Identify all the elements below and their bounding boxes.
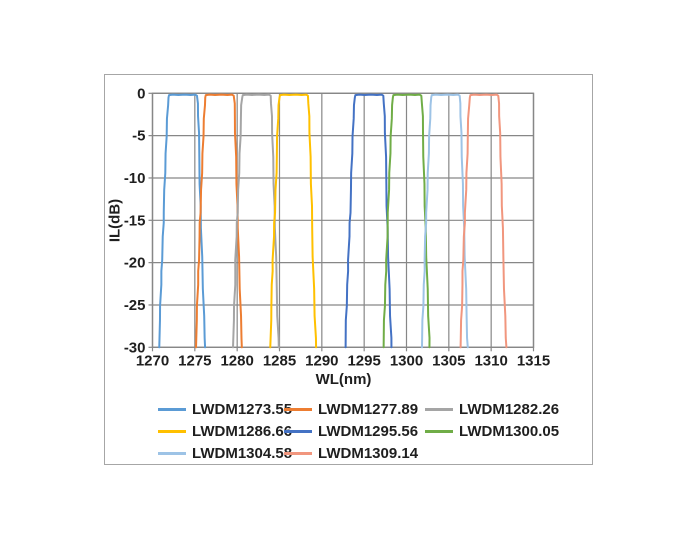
legend-item-LWDM1300.05: LWDM1300.05 bbox=[425, 422, 560, 440]
legend-line-swatch bbox=[158, 407, 186, 411]
x-tick-label: 1295 bbox=[347, 352, 380, 369]
legend-label: LWDM1282.26 bbox=[459, 400, 560, 418]
legend-line-swatch bbox=[425, 429, 453, 433]
x-tick-label: 1310 bbox=[474, 352, 507, 369]
legend-line-swatch bbox=[284, 451, 312, 455]
x-tick-label: 1275 bbox=[178, 352, 211, 369]
y-tick-label: -10 bbox=[124, 170, 146, 187]
legend-line-swatch bbox=[284, 407, 312, 411]
legend-item-LWDM1277.89: LWDM1277.89 bbox=[284, 400, 419, 418]
series-curve-LWDM1300.05 bbox=[382, 93, 431, 349]
legend-label: LWDM1304.58 bbox=[192, 444, 293, 462]
legend-line-swatch bbox=[158, 451, 186, 455]
y-axis-title: IL(dB) bbox=[106, 198, 124, 243]
series-curve-LWDM1286.66 bbox=[269, 93, 318, 349]
y-tick-label: -15 bbox=[124, 212, 146, 229]
y-tick-label: -5 bbox=[132, 128, 145, 145]
legend-item-LWDM1295.56: LWDM1295.56 bbox=[284, 422, 419, 440]
legend-label: LWDM1273.55 bbox=[192, 400, 293, 418]
legend-item-LWDM1304.58: LWDM1304.58 bbox=[158, 444, 293, 462]
legend-line-swatch bbox=[425, 407, 453, 411]
series-curve-LWDM1304.58 bbox=[420, 93, 469, 349]
legend-item-LWDM1273.55: LWDM1273.55 bbox=[158, 400, 293, 418]
x-tick-label: 1280 bbox=[220, 352, 253, 369]
legend-label: LWDM1309.14 bbox=[318, 444, 419, 462]
x-tick-label: 1315 bbox=[517, 352, 550, 369]
legend-item-LWDM1282.26: LWDM1282.26 bbox=[425, 400, 560, 418]
legend-label: LWDM1300.05 bbox=[459, 422, 560, 440]
series-curve-LWDM1273.55 bbox=[158, 93, 207, 349]
y-tick-label: -20 bbox=[124, 255, 146, 272]
legend-item-LWDM1309.14: LWDM1309.14 bbox=[284, 444, 419, 462]
legend-line-swatch bbox=[158, 429, 186, 433]
y-tick-label: -30 bbox=[124, 339, 146, 356]
x-tick-label: 1300 bbox=[390, 352, 423, 369]
x-tick-label: 1270 bbox=[136, 352, 169, 369]
legend-label: LWDM1277.89 bbox=[318, 400, 419, 418]
x-tick-label: 1290 bbox=[305, 352, 338, 369]
legend-label: LWDM1286.66 bbox=[192, 422, 293, 440]
legend-label: LWDM1295.56 bbox=[318, 422, 419, 440]
y-tick-label: -25 bbox=[124, 297, 146, 314]
x-axis-title: WL(nm) bbox=[315, 371, 372, 388]
x-tick-label: 1305 bbox=[432, 352, 465, 369]
series-curve-LWDM1309.14 bbox=[459, 93, 508, 349]
y-tick-label: 0 bbox=[137, 85, 145, 102]
legend-line-swatch bbox=[284, 429, 312, 433]
x-tick-label: 1285 bbox=[263, 352, 296, 369]
legend-item-LWDM1286.66: LWDM1286.66 bbox=[158, 422, 293, 440]
